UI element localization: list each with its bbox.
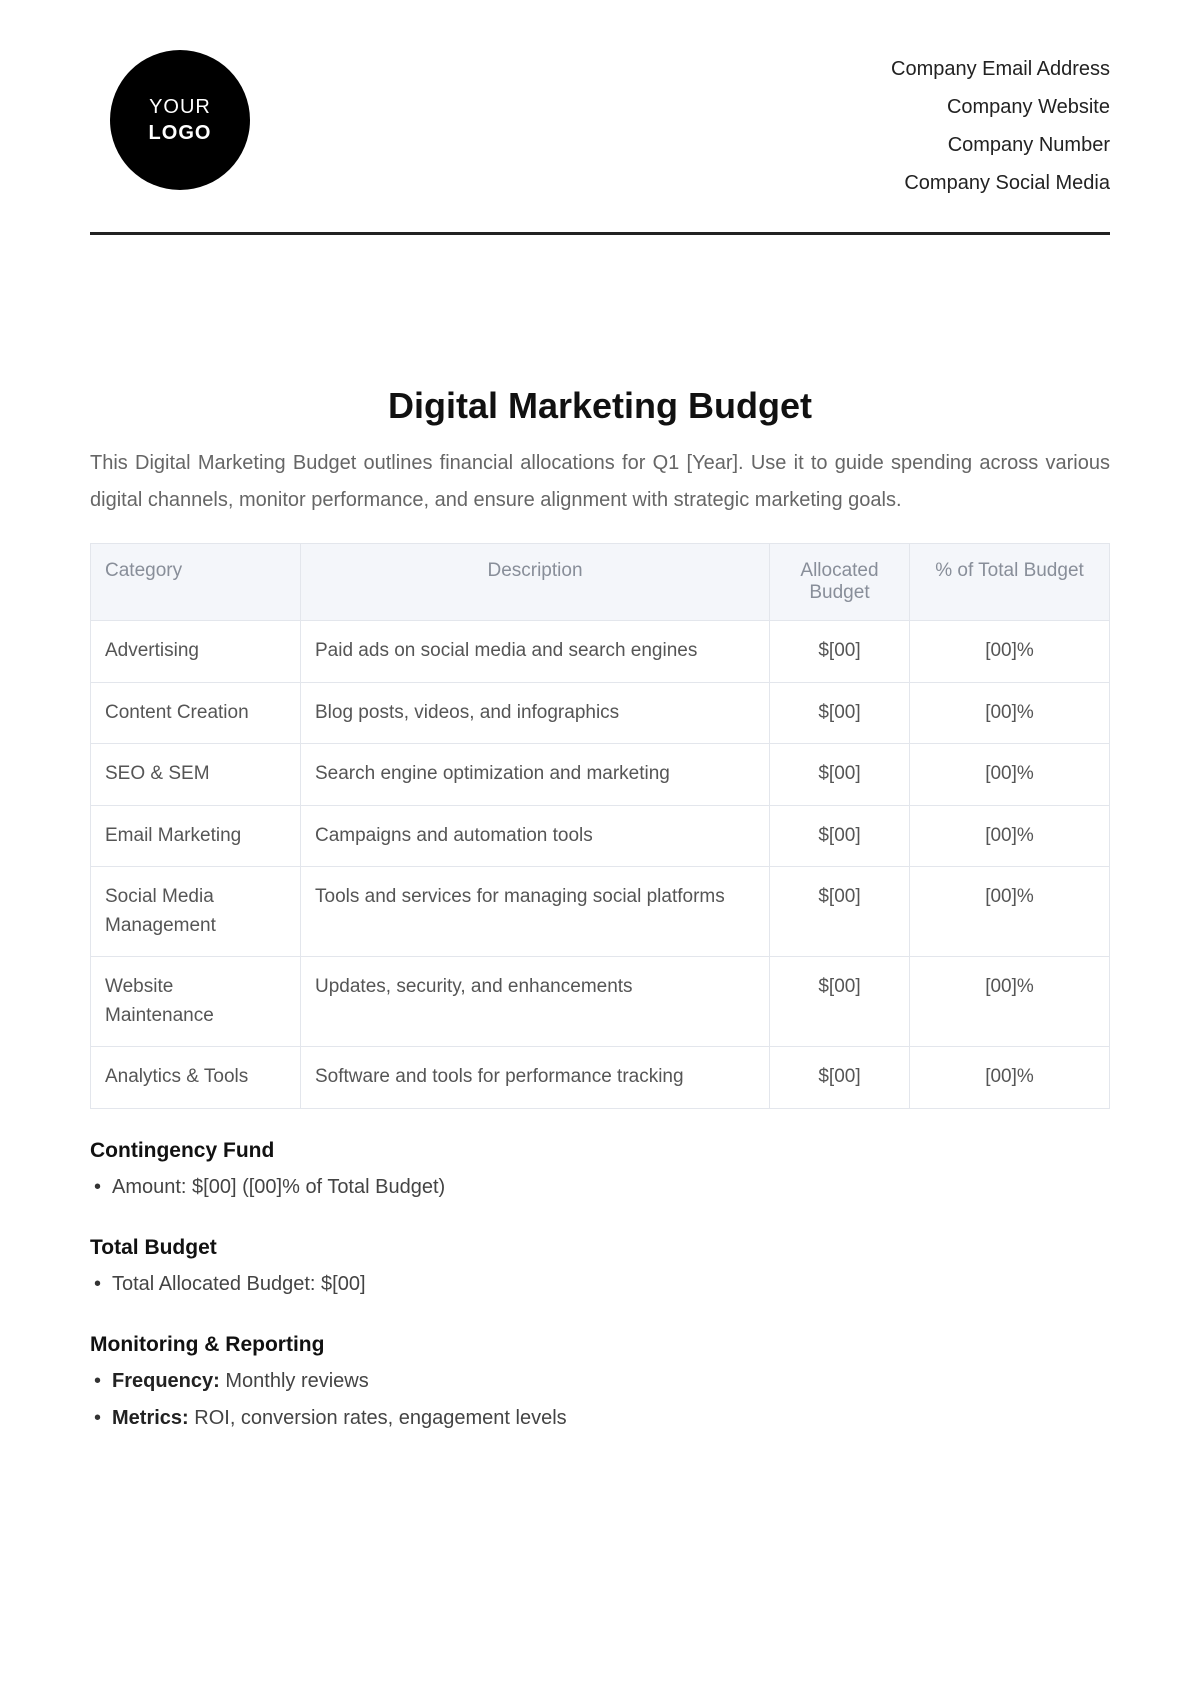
col-description: Description: [301, 544, 770, 621]
cell-pct: [00]%: [910, 805, 1110, 867]
company-social: Company Social Media: [891, 164, 1110, 202]
cell-allocated: $[00]: [770, 682, 910, 744]
contingency-item: Amount: $[00] ([00]% of Total Budget): [94, 1169, 1110, 1206]
header: YOUR LOGO Company Email Address Company …: [90, 50, 1110, 202]
cell-pct: [00]%: [910, 682, 1110, 744]
table-row: Analytics & ToolsSoftware and tools for …: [91, 1047, 1110, 1109]
cell-description: Campaigns and automation tools: [301, 805, 770, 867]
table-row: Content CreationBlog posts, videos, and …: [91, 682, 1110, 744]
total-budget-section: Total Budget Total Allocated Budget: $[0…: [90, 1236, 1110, 1303]
company-info: Company Email Address Company Website Co…: [891, 50, 1110, 202]
cell-allocated: $[00]: [770, 744, 910, 806]
cell-allocated: $[00]: [770, 621, 910, 683]
cell-category: SEO & SEM: [91, 744, 301, 806]
cell-allocated: $[00]: [770, 957, 910, 1047]
intro-paragraph: This Digital Marketing Budget outlines f…: [90, 445, 1110, 519]
company-number: Company Number: [891, 126, 1110, 164]
table-header-row: Category Description Allocated Budget % …: [91, 544, 1110, 621]
cell-category: Social Media Management: [91, 867, 301, 957]
total-item: Total Allocated Budget: $[00]: [94, 1266, 1110, 1303]
logo-line2: LOGO: [149, 120, 212, 146]
table-row: Social Media ManagementTools and service…: [91, 867, 1110, 957]
cell-allocated: $[00]: [770, 805, 910, 867]
cell-category: Advertising: [91, 621, 301, 683]
cell-description: Tools and services for managing social p…: [301, 867, 770, 957]
metrics-value: ROI, conversion rates, engagement levels: [189, 1407, 567, 1429]
cell-description: Search engine optimization and marketing: [301, 744, 770, 806]
cell-category: Email Marketing: [91, 805, 301, 867]
cell-description: Software and tools for performance track…: [301, 1047, 770, 1109]
frequency-value: Monthly reviews: [220, 1370, 369, 1392]
total-heading: Total Budget: [90, 1236, 1110, 1260]
cell-pct: [00]%: [910, 1047, 1110, 1109]
cell-category: Content Creation: [91, 682, 301, 744]
cell-pct: [00]%: [910, 621, 1110, 683]
col-allocated: Allocated Budget: [770, 544, 910, 621]
cell-pct: [00]%: [910, 867, 1110, 957]
budget-table: Category Description Allocated Budget % …: [90, 543, 1110, 1109]
frequency-label: Frequency:: [112, 1370, 220, 1392]
page-title: Digital Marketing Budget: [90, 385, 1110, 427]
monitoring-metrics: Metrics: ROI, conversion rates, engageme…: [94, 1400, 1110, 1437]
col-percent: % of Total Budget: [910, 544, 1110, 621]
table-row: Email MarketingCampaigns and automation …: [91, 805, 1110, 867]
company-email: Company Email Address: [891, 50, 1110, 88]
cell-allocated: $[00]: [770, 867, 910, 957]
cell-pct: [00]%: [910, 744, 1110, 806]
cell-category: Website Maintenance: [91, 957, 301, 1047]
monitoring-heading: Monitoring & Reporting: [90, 1333, 1110, 1357]
monitoring-section: Monitoring & Reporting Frequency: Monthl…: [90, 1333, 1110, 1437]
metrics-label: Metrics:: [112, 1407, 189, 1429]
header-divider: [90, 232, 1110, 235]
cell-category: Analytics & Tools: [91, 1047, 301, 1109]
cell-description: Paid ads on social media and search engi…: [301, 621, 770, 683]
cell-pct: [00]%: [910, 957, 1110, 1047]
logo-line1: YOUR: [149, 94, 211, 120]
table-row: AdvertisingPaid ads on social media and …: [91, 621, 1110, 683]
table-row: Website MaintenanceUpdates, security, an…: [91, 957, 1110, 1047]
company-website: Company Website: [891, 88, 1110, 126]
logo-placeholder: YOUR LOGO: [110, 50, 250, 190]
col-category: Category: [91, 544, 301, 621]
cell-allocated: $[00]: [770, 1047, 910, 1109]
monitoring-frequency: Frequency: Monthly reviews: [94, 1363, 1110, 1400]
contingency-section: Contingency Fund Amount: $[00] ([00]% of…: [90, 1139, 1110, 1206]
table-row: SEO & SEMSearch engine optimization and …: [91, 744, 1110, 806]
cell-description: Updates, security, and enhancements: [301, 957, 770, 1047]
contingency-heading: Contingency Fund: [90, 1139, 1110, 1163]
cell-description: Blog posts, videos, and infographics: [301, 682, 770, 744]
